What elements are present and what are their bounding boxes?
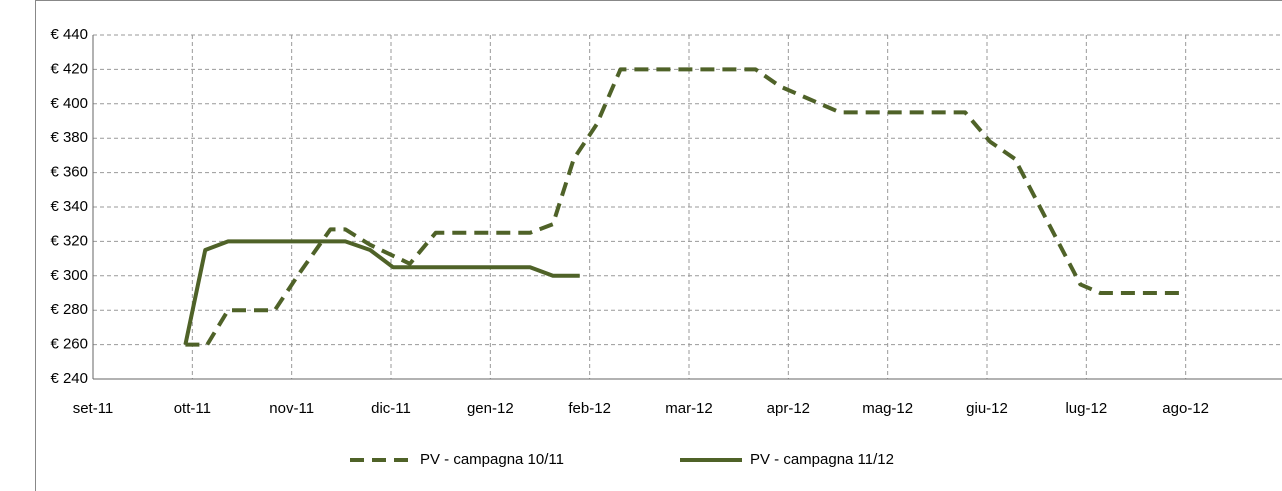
y-tick-label: € 360 [50,164,88,181]
y-tick-label: € 400 [50,95,88,112]
y-tick-label: € 340 [50,198,88,215]
x-tick-label: apr-12 [767,400,810,417]
chart-frame [35,0,1282,491]
x-tick-label: lug-12 [1065,400,1107,417]
y-tick-label: € 440 [50,26,88,43]
x-tick-label: ott-11 [174,400,211,417]
x-tick-label: giu-12 [966,400,1008,417]
y-tick-label: € 280 [50,301,88,318]
x-tick-label: ago-12 [1162,400,1209,417]
y-tick-label: € 260 [50,336,88,353]
x-tick-label: mar-12 [665,400,713,417]
x-tick-label: dic-11 [371,400,411,417]
y-tick-label: € 320 [50,232,88,249]
x-tick-label: mag-12 [862,400,913,417]
x-tick-label: set-11 [73,400,114,417]
series-line [185,67,1181,347]
x-tick-label: feb-12 [568,400,611,417]
series-line [183,239,580,346]
y-tick-label: € 240 [50,370,88,387]
x-tick-label: nov-11 [269,400,314,417]
y-tick-label: € 380 [50,129,88,146]
legend-label: PV - campagna 11/12 [750,451,894,468]
legend-label: PV - campagna 10/11 [420,451,564,468]
y-tick-label: € 420 [50,60,88,77]
x-tick-label: gen-12 [467,400,514,417]
y-tick-label: € 300 [50,267,88,284]
